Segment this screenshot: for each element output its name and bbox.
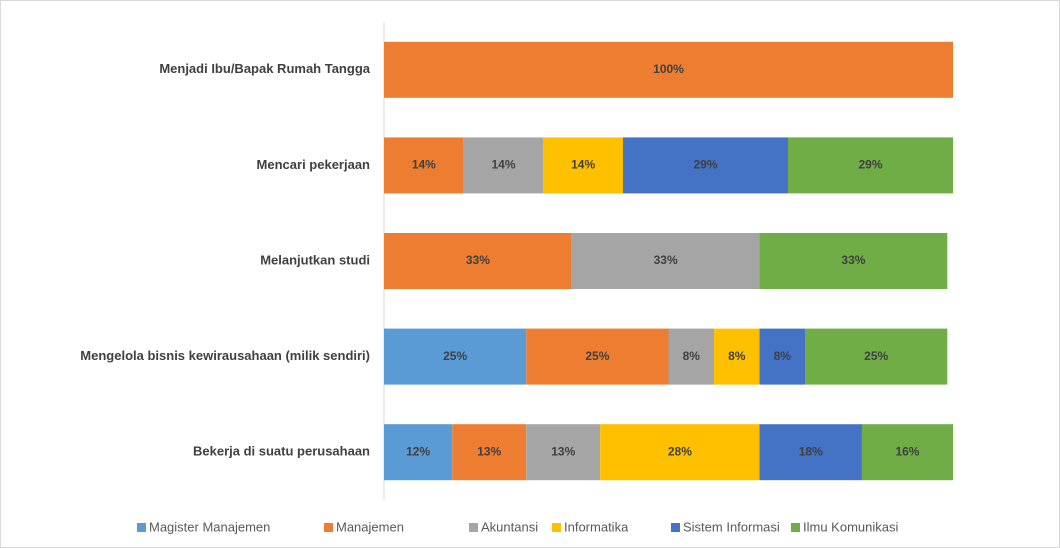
- legend-label: Magister Manajemen: [149, 519, 270, 534]
- bar-segment: [787, 137, 953, 194]
- legend-swatch: [137, 523, 146, 532]
- bar-segment: [384, 424, 453, 481]
- legend-label: Ilmu Komunikasi: [803, 519, 898, 534]
- data-label: 25%: [585, 349, 609, 363]
- bar-segment: [526, 328, 669, 385]
- bar-segment: [759, 424, 862, 481]
- legend-label: Sistem Informasi: [683, 519, 780, 534]
- data-label: 13%: [551, 444, 575, 458]
- category-label: Bekerja di suatu perusahaan: [193, 444, 370, 459]
- data-label: 8%: [774, 349, 792, 363]
- data-label: 33%: [654, 253, 678, 267]
- data-label: 29%: [693, 158, 717, 172]
- bar-segment: [571, 233, 760, 289]
- bar-segment: [543, 137, 623, 194]
- legend-swatch: [324, 523, 333, 532]
- data-label: 25%: [443, 349, 467, 363]
- bar-segment: [384, 233, 572, 289]
- bar-segment: [861, 424, 953, 481]
- data-label: 8%: [728, 349, 746, 363]
- data-label: 12%: [406, 444, 430, 458]
- data-label: 16%: [895, 444, 919, 458]
- data-label: 100%: [653, 62, 684, 76]
- data-label: 13%: [477, 444, 501, 458]
- category-label: Melanjutkan studi: [260, 252, 370, 267]
- category-label: Mengelola bisnis kewirausahaan (milik se…: [80, 348, 370, 363]
- data-label: 33%: [841, 253, 865, 267]
- legend-label: Informatika: [564, 519, 629, 534]
- bar-segment: [452, 424, 527, 481]
- bar-segment: [759, 233, 948, 289]
- data-label: 29%: [858, 158, 882, 172]
- bar-segment: [759, 328, 806, 385]
- bar-segment: [384, 41, 953, 98]
- legend-swatch: [552, 523, 561, 532]
- bar-segment: [668, 328, 715, 385]
- legend-label: Akuntansi: [481, 519, 538, 534]
- data-label: 18%: [799, 444, 823, 458]
- bar-segment: [714, 328, 760, 385]
- category-label: Menjadi Ibu/Bapak Rumah Tangga: [159, 61, 370, 76]
- data-label: 14%: [571, 158, 595, 172]
- bar-segment: [622, 137, 788, 194]
- data-label: 28%: [668, 444, 692, 458]
- bar-segment: [805, 328, 948, 385]
- bar-segment: [384, 137, 464, 194]
- data-label: 14%: [412, 158, 436, 172]
- legend-swatch: [671, 523, 680, 532]
- legend-label: Manajemen: [336, 519, 404, 534]
- bar-segment: [384, 328, 527, 385]
- bar-segment: [463, 137, 544, 194]
- data-label: 25%: [864, 349, 888, 363]
- legend-swatch: [469, 523, 478, 532]
- bar-segment: [600, 424, 760, 481]
- data-label: 33%: [466, 253, 490, 267]
- legend-swatch: [791, 523, 800, 532]
- bar-segment: [526, 424, 601, 481]
- data-label: 14%: [491, 158, 515, 172]
- category-label: Mencari pekerjaan: [257, 157, 371, 172]
- data-label: 8%: [683, 349, 701, 363]
